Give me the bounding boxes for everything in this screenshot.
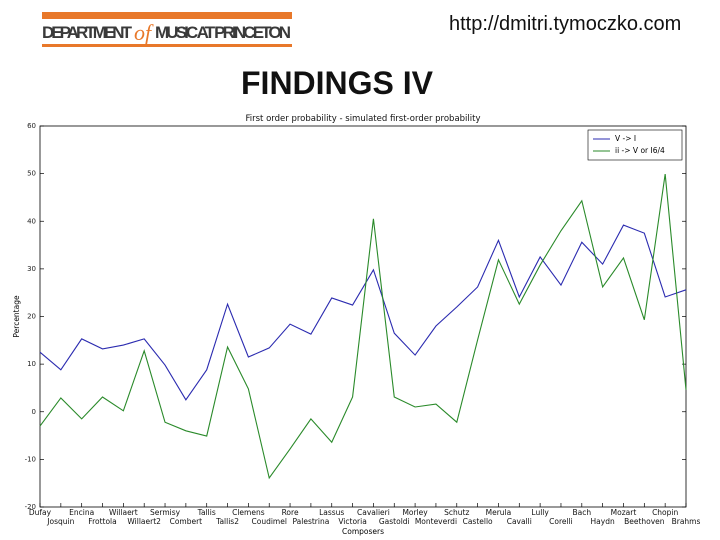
- x-tick-label: Lassus: [319, 508, 344, 517]
- chart-title: First order probability - simulated firs…: [245, 114, 480, 124]
- x-tick-label: Willaert2: [127, 517, 161, 526]
- x-tick-label: Encina: [69, 508, 94, 517]
- line-series: [39, 224, 687, 401]
- x-tick-label: Bach: [572, 508, 591, 517]
- x-tick-label: Castello: [463, 517, 493, 526]
- logo-text: MUSIC AT PRINCETON: [155, 23, 291, 42]
- x-tick-label: Morley: [402, 508, 428, 517]
- x-tick-label: Merula: [486, 508, 512, 517]
- x-tick-label: Willaert: [109, 508, 138, 517]
- slide-title: FINDINGS IV: [241, 65, 434, 101]
- y-tick-label: -20: [25, 503, 36, 511]
- x-tick-label: Gastoldi: [379, 517, 410, 526]
- x-tick-label: Rore: [282, 508, 299, 517]
- logo-bar: [42, 12, 292, 19]
- y-tick-label: -10: [25, 455, 36, 463]
- x-tick-label: Clemens: [232, 508, 265, 517]
- x-tick-label: Brahms: [672, 517, 701, 526]
- x-tick-label: Mozart: [611, 508, 637, 517]
- x-tick-label: Victoria: [338, 517, 366, 526]
- x-tick-label: Cavalli: [507, 517, 532, 526]
- url: http://dmitri.tymoczko.com: [449, 13, 681, 35]
- logo-text: DEPARTMENT: [42, 23, 133, 42]
- x-tick-label: Schutz: [444, 508, 469, 517]
- logo-bar: [42, 44, 292, 47]
- x-tick-label: Combert: [170, 517, 203, 526]
- legend-label: V -> I: [615, 134, 636, 143]
- x-tick-label: Cavalieri: [357, 508, 390, 517]
- legend-label: ii -> V or I6/4: [615, 146, 665, 155]
- y-tick-label: 60: [27, 122, 36, 130]
- x-tick-label: Dufay: [29, 508, 52, 517]
- y-axis-label: Percentage: [12, 295, 21, 338]
- legend-box: [587, 129, 683, 161]
- chart: First order probability - simulated firs…: [12, 114, 700, 536]
- y-tick-label: 20: [27, 313, 36, 321]
- x-tick-label: Tallis: [197, 508, 216, 517]
- x-tick-label: Lully: [531, 508, 549, 517]
- x-tick-label: Josquin: [46, 517, 74, 526]
- x-tick-label: Sermisy: [150, 508, 181, 517]
- x-tick-label: Corelli: [549, 517, 573, 526]
- x-tick-label: Palestrina: [292, 517, 329, 526]
- x-tick-label: Frottola: [88, 517, 116, 526]
- x-tick-label: Coudimel: [252, 517, 287, 526]
- x-tick-label: Beethoven: [624, 517, 665, 526]
- y-tick-label: 10: [27, 360, 36, 368]
- x-axis-label: Composers: [342, 527, 384, 536]
- y-tick-label: 30: [27, 265, 36, 273]
- logo-of: of: [134, 20, 154, 45]
- x-tick-label: Haydn: [591, 517, 615, 526]
- line-series: [39, 174, 687, 480]
- x-tick-label: Chopin: [652, 508, 678, 517]
- x-tick-label: Tallis2: [215, 517, 239, 526]
- y-tick-label: 0: [32, 408, 36, 416]
- y-tick-label: 40: [27, 217, 36, 225]
- x-tick-label: Monteverdi: [415, 517, 457, 526]
- plot-frame: [39, 125, 687, 508]
- y-tick-label: 50: [27, 170, 36, 178]
